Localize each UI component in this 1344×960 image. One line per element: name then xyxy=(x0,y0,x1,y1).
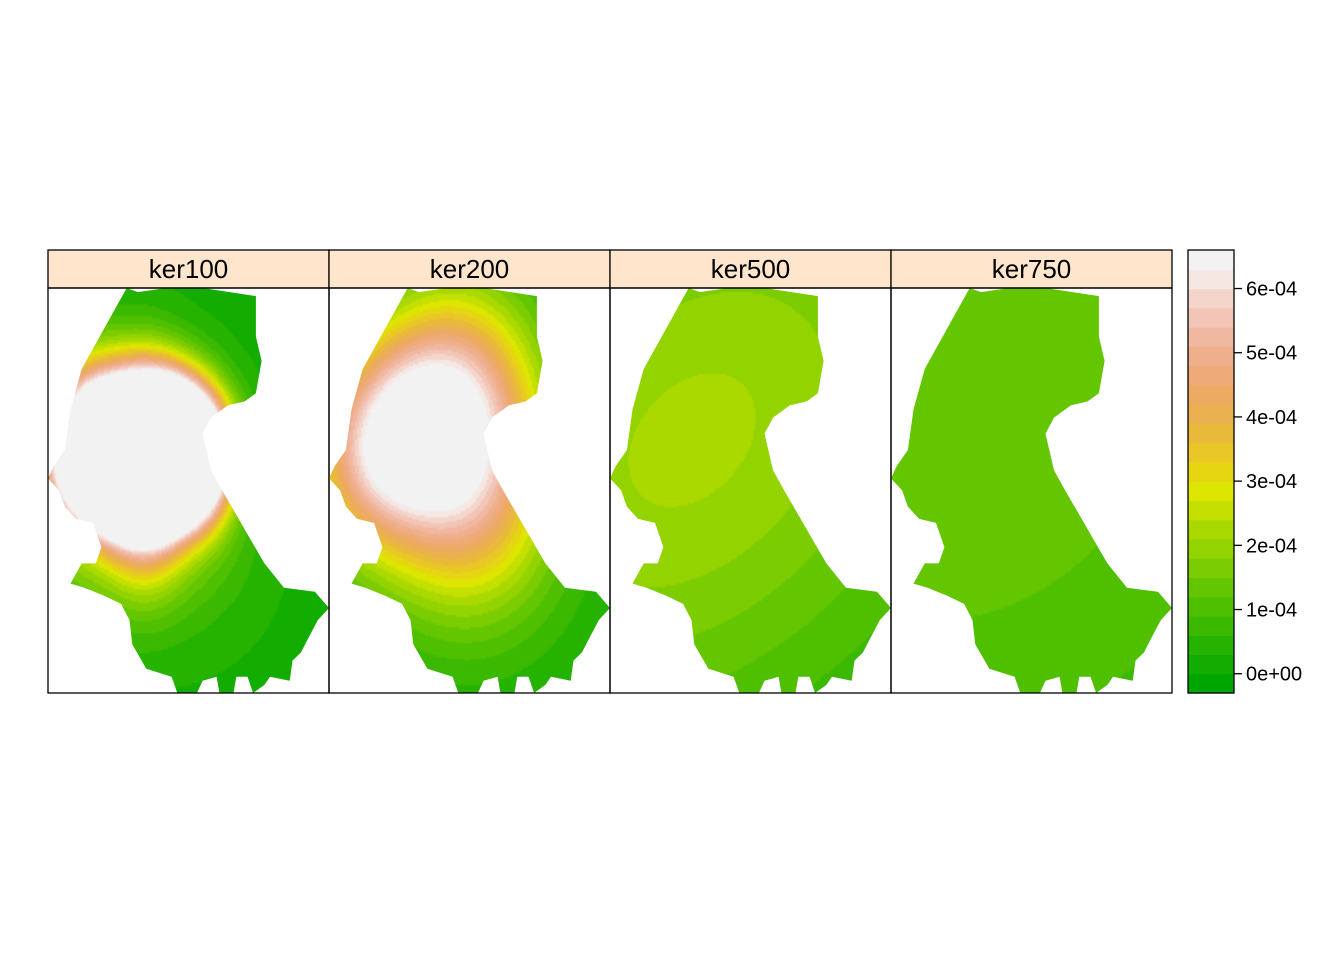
density-raster-ker750 xyxy=(891,288,1172,693)
color-key: 0e+00 1e-04 2e-04 3e-04 4e-04 5e-04 6e-04 xyxy=(1187,249,1302,694)
color-key-tick-label: 1e-04 xyxy=(1246,600,1297,622)
color-key-bin xyxy=(1188,538,1234,559)
density-raster-ker200 xyxy=(329,288,610,693)
color-key-bin xyxy=(1188,519,1234,540)
strip-ker750 xyxy=(890,249,1173,289)
color-key-bin xyxy=(1188,654,1234,675)
color-key-bin xyxy=(1188,673,1234,694)
color-key-bin xyxy=(1188,596,1234,617)
strip-ker500 xyxy=(609,249,892,289)
color-key-tick-label: 6e-04 xyxy=(1246,279,1297,301)
color-key-tick-label: 3e-04 xyxy=(1246,471,1297,493)
color-key-frame xyxy=(1187,249,1235,694)
color-key-bin xyxy=(1188,577,1234,598)
strip-label-ker100: ker100 xyxy=(149,254,229,284)
density-raster-ker500 xyxy=(610,288,891,693)
panel-ker750: ker750 xyxy=(890,249,1173,694)
color-key-bin xyxy=(1188,288,1234,309)
strip-label-ker750: ker750 xyxy=(992,254,1072,284)
panel-ker500: ker500 xyxy=(609,249,892,694)
color-key-bin xyxy=(1188,442,1234,463)
strip-ker200 xyxy=(328,249,611,289)
color-key-bin xyxy=(1188,384,1234,405)
color-key-tick-label: 2e-04 xyxy=(1246,535,1297,557)
color-key-bin xyxy=(1188,404,1234,424)
color-key-tick-label: 4e-04 xyxy=(1246,407,1297,429)
strip-ker100 xyxy=(47,249,330,289)
color-key-bin xyxy=(1188,327,1234,347)
color-key-bin xyxy=(1188,269,1234,290)
panel-frame-ker750 xyxy=(890,287,1173,694)
color-key-tick-label: 5e-04 xyxy=(1246,343,1297,365)
strip-label-ker200: ker200 xyxy=(430,254,510,284)
color-key-bin xyxy=(1188,365,1234,386)
panel-ker100: ker100 xyxy=(47,249,330,694)
color-key-bin xyxy=(1188,346,1234,367)
color-key-bin xyxy=(1188,635,1234,656)
panels: ker100 ker200 ker500 ker750 xyxy=(47,249,1173,694)
color-key-bin xyxy=(1188,500,1234,521)
color-key-bin xyxy=(1188,461,1234,482)
color-key-bin xyxy=(1188,481,1234,501)
color-key-bin xyxy=(1188,250,1234,270)
color-key-bin xyxy=(1188,423,1234,444)
color-key-bin xyxy=(1188,615,1234,636)
panel-ker200: ker200 xyxy=(328,249,611,694)
color-key-bin xyxy=(1188,558,1234,579)
color-key-tick-label: 0e+00 xyxy=(1246,664,1302,686)
density-raster-ker100 xyxy=(48,288,329,693)
strip-label-ker500: ker500 xyxy=(711,254,791,284)
color-key-bin xyxy=(1188,307,1234,328)
